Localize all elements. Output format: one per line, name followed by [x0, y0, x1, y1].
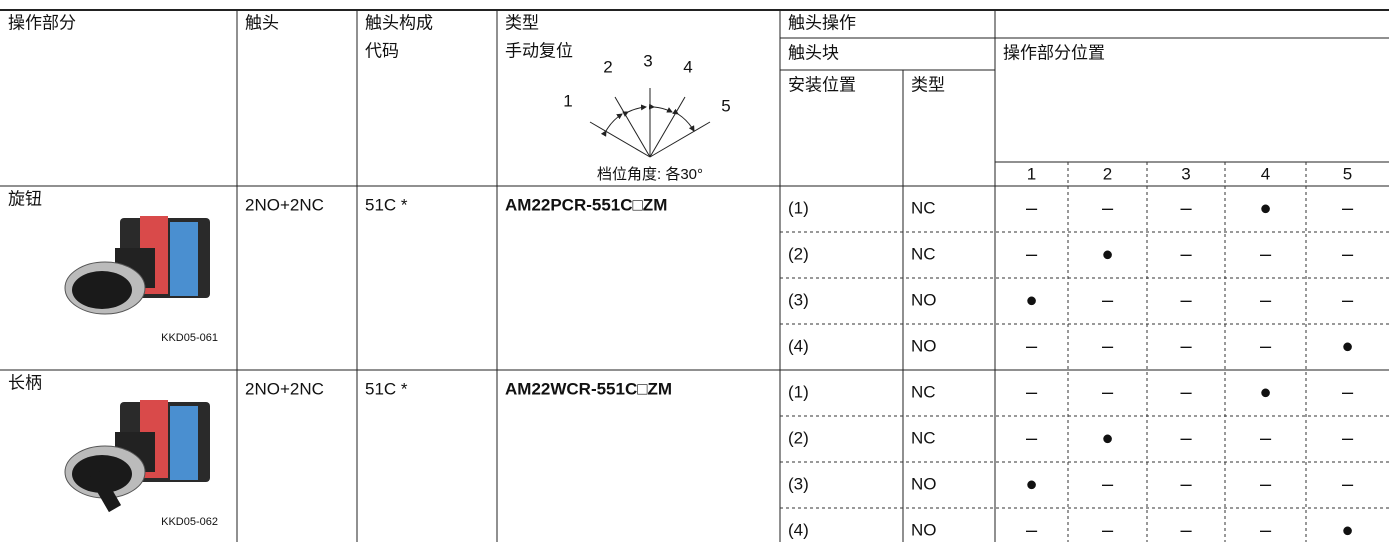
dial-label: 3: [643, 51, 652, 70]
block-type: NO: [911, 336, 937, 355]
state-mark: ●: [1101, 427, 1113, 449]
dial-label: 5: [721, 96, 730, 115]
state-mark: ●: [1341, 335, 1353, 357]
mount-position: (1): [788, 198, 809, 217]
state-mark: –: [1180, 243, 1192, 265]
product-image: [64, 400, 210, 513]
state-mark: –: [1026, 381, 1038, 403]
state-mark: ●: [1025, 289, 1037, 311]
state-mark: –: [1260, 427, 1272, 449]
code: 51C *: [365, 195, 408, 214]
block-type: NC: [911, 428, 936, 447]
header-cell: 操作部分: [8, 13, 76, 32]
state-mark: –: [1342, 243, 1354, 265]
block-type: NC: [911, 244, 936, 263]
header-cell: 触头: [245, 13, 279, 32]
operation-name: 长柄: [8, 373, 42, 392]
state-mark: –: [1026, 519, 1038, 541]
header-cell: 代码: [365, 41, 399, 60]
dial-diagram: [589, 88, 711, 158]
contact: 2NO+2NC: [245, 195, 324, 214]
header-cell: 触头构成: [365, 13, 433, 32]
mount-position: (4): [788, 336, 809, 355]
header-cell: 操作部分位置: [1003, 43, 1105, 62]
state-mark: –: [1342, 381, 1354, 403]
model: AM22PCR-551C□ZM: [505, 195, 667, 214]
block-type: NC: [911, 198, 936, 217]
state-mark: ●: [1259, 197, 1271, 219]
dial-caption: 档位角度: 各30°: [597, 166, 703, 183]
block-type: NO: [911, 474, 937, 493]
state-mark: ●: [1025, 473, 1037, 495]
dial-label: 2: [603, 57, 612, 76]
code: 51C *: [365, 379, 408, 398]
position-label: 4: [1261, 164, 1270, 183]
block-type: NO: [911, 520, 937, 539]
operation-name: 旋钮: [8, 189, 42, 208]
state-mark: –: [1180, 289, 1192, 311]
state-mark: –: [1342, 197, 1354, 219]
state-mark: ●: [1341, 519, 1353, 541]
state-mark: –: [1260, 289, 1272, 311]
state-mark: –: [1342, 427, 1354, 449]
product-image: [64, 216, 210, 315]
mount-position: (1): [788, 382, 809, 401]
state-mark: –: [1180, 427, 1192, 449]
image-caption: KKD05-062: [161, 516, 218, 528]
state-mark: –: [1102, 197, 1114, 219]
state-mark: –: [1260, 519, 1272, 541]
mount-position: (3): [788, 290, 809, 309]
state-mark: –: [1102, 381, 1114, 403]
state-mark: –: [1102, 473, 1114, 495]
position-label: 1: [1027, 164, 1036, 183]
dial-label: 1: [563, 91, 572, 110]
mount-position: (3): [788, 474, 809, 493]
header-cell: 类型: [505, 13, 539, 32]
model: AM22WCR-551C□ZM: [505, 379, 672, 398]
state-mark: –: [1260, 243, 1272, 265]
state-mark: –: [1180, 519, 1192, 541]
mount-position: (2): [788, 428, 809, 447]
position-label: 2: [1103, 164, 1112, 183]
state-mark: –: [1342, 289, 1354, 311]
position-label: 5: [1343, 164, 1352, 183]
header-cell: 类型: [911, 75, 945, 94]
contact: 2NO+2NC: [245, 379, 324, 398]
state-mark: –: [1102, 289, 1114, 311]
state-mark: –: [1342, 473, 1354, 495]
position-label: 3: [1181, 164, 1190, 183]
state-mark: –: [1026, 427, 1038, 449]
state-mark: –: [1260, 335, 1272, 357]
state-mark: ●: [1101, 243, 1113, 265]
state-mark: –: [1026, 335, 1038, 357]
state-mark: ●: [1259, 381, 1271, 403]
state-mark: –: [1026, 197, 1038, 219]
image-caption: KKD05-061: [161, 332, 218, 344]
state-mark: –: [1260, 473, 1272, 495]
block-type: NC: [911, 382, 936, 401]
mount-position: (2): [788, 244, 809, 263]
dial-label: 4: [683, 57, 692, 76]
state-mark: –: [1026, 243, 1038, 265]
header-cell: 手动复位: [505, 41, 573, 60]
state-mark: –: [1102, 519, 1114, 541]
state-mark: –: [1180, 473, 1192, 495]
state-mark: –: [1180, 381, 1192, 403]
header-cell: 触头块: [788, 43, 839, 62]
state-mark: –: [1180, 197, 1192, 219]
mount-position: (4): [788, 520, 809, 539]
state-mark: –: [1102, 335, 1114, 357]
block-type: NO: [911, 290, 937, 309]
header-cell: 触头操作: [788, 13, 856, 32]
header-cell: 安装位置: [788, 75, 856, 94]
state-mark: –: [1180, 335, 1192, 357]
